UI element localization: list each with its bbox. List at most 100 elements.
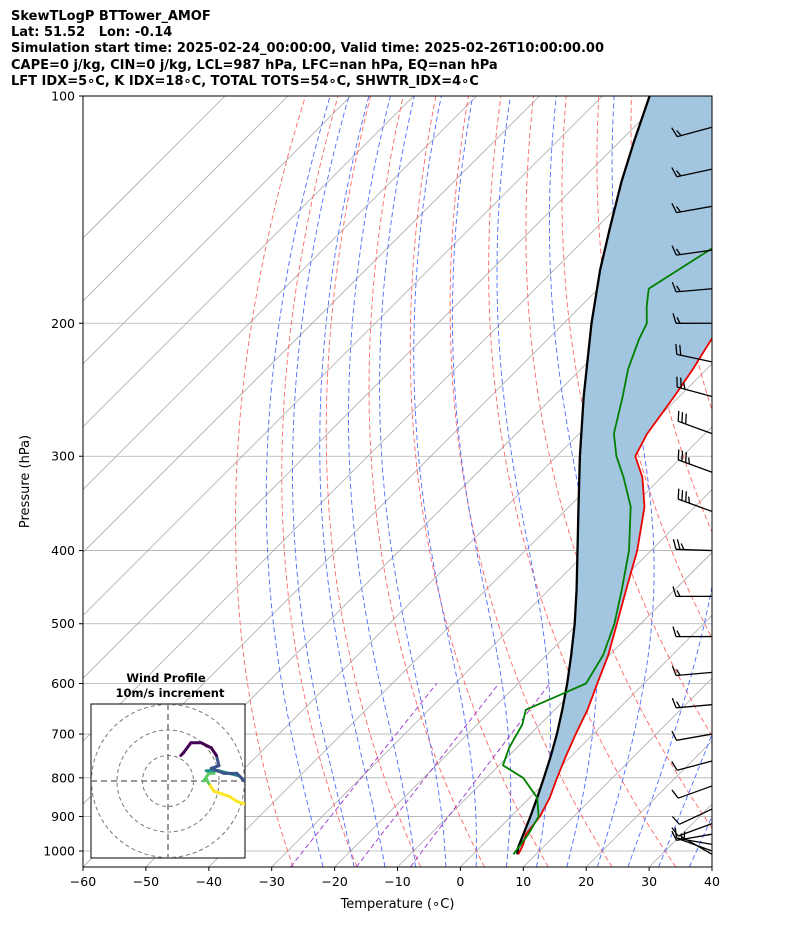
wind-barb-staff [677,386,713,398]
wind-barb-half [675,206,682,213]
wind-barb-full [672,626,677,637]
moist-adiabat-line [265,96,331,867]
wind-barb-staff [676,671,713,677]
wind-barb-full [676,539,681,550]
moist-adiabat-line [658,733,712,867]
wind-barb-full [671,761,678,771]
x-axis-label: Temperature (∘C) [340,897,455,912]
wind-barb-full [681,490,684,501]
wind-barb-full [679,344,682,356]
wind-barb [671,785,713,799]
hodograph-subtitle: 10m/s increment [116,686,225,700]
hodograph-segment [199,741,213,750]
isotherm-line [83,96,352,365]
isotherm-line [83,96,289,302]
wind-barb [672,539,713,552]
hodograph-plot [91,704,245,858]
y-axis-label: Pressure (hPa) [18,435,33,528]
wind-barb-full [671,665,677,676]
wind-barb-staff [677,760,713,771]
moist-adiabat-line [379,96,447,867]
x-tick-label: −40 [196,874,222,889]
wind-barb [671,760,713,771]
wind-barb-staff [676,704,713,709]
wind-barb [675,343,713,363]
moist-adiabat-line [451,96,512,867]
wind-barb-staff [676,168,713,178]
dewpoint-profile-line [502,247,712,855]
x-tick-label: −50 [133,874,159,889]
isotherm-line [83,96,414,428]
x-tick-label: −10 [384,874,410,889]
axis-ticks: −60 −50 −40 −30 −20 −10 0 10 20 30 40 100 200 300 400 5… [43,89,720,890]
wind-barb [671,167,713,178]
wind-barb-full [685,491,687,502]
y-tick-label: 900 [51,809,75,824]
chart-title: SkewTLogP BTTower_AMOF [11,9,211,24]
wind-barb-staff [677,459,713,473]
x-tick-label: 40 [704,874,720,889]
wind-barb [671,281,713,293]
y-tick-label: 800 [51,770,75,785]
isotherm-line [271,426,712,867]
isotherm-line [145,300,712,867]
cape-fill-area [517,96,712,855]
wind-barb [676,376,713,398]
dry-adiabat-line [368,96,485,867]
isotherm-line [334,489,712,867]
isotherm-line [83,111,712,742]
wind-barb [671,245,713,256]
y-tick-label: 1000 [43,844,75,859]
isotherm-line [460,614,712,867]
wind-barb-full [677,410,680,422]
wind-barb-full [671,730,678,741]
dry-adiabat-line [409,96,549,867]
isotherm-line [711,866,712,867]
wind-barb [672,626,713,638]
wind-barb-full [671,816,680,825]
dry-adiabat-line [235,96,306,867]
chart-header: SkewTLogP BTTower_AMOF Lat: 51.52 Lon: -… [11,9,604,90]
wind-barb [671,808,713,825]
wind-barb-half [676,669,681,676]
dry-adiabat-line [663,96,712,412]
y-tick-label: 400 [51,543,75,558]
hodograph-segment [179,751,185,757]
mixing-ratio-line [410,683,551,867]
wind-barb-staff [677,126,713,138]
moist-adiabat-line [496,96,551,867]
wind-barb-full [671,281,677,293]
wind-barb-staff [679,808,713,825]
isotherm-line [83,96,666,679]
x-tick-label: −60 [70,874,96,889]
wind-barb-full [677,488,680,500]
hodograph-segment [214,754,221,768]
wind-barb-staff [677,498,713,513]
x-tick-label: 30 [641,874,657,889]
temperature-profile-line [517,337,712,855]
wind-barb-half [675,248,681,255]
stability-indices: LFT IDX=5∘C, K IDX=18∘C, TOTAL TOTS=54∘C… [11,73,479,89]
wind-barb [671,830,713,842]
dry-adiabat-line [281,96,358,867]
wind-barb-full [675,343,678,355]
wind-barb-staff [677,785,713,799]
y-tick-label: 700 [51,727,75,742]
wind-barb-half [676,285,681,292]
wind-barb-staff [677,823,713,837]
dry-adiabat-line [488,96,677,867]
location-info: Lat: 51.52 Lon: -0.14 [11,25,173,41]
mixing-ratio-line [290,683,438,867]
wind-barb-full [671,245,677,256]
cape-shaded-region [517,96,712,855]
isotherm-line [83,96,540,554]
wind-barb-half [676,130,682,136]
hodograph-segment [202,771,211,783]
wind-barb [671,203,713,214]
wind-barb-full [685,452,687,463]
wind-barb-full [671,789,679,799]
wind-barb-half [688,496,691,504]
y-tick-label: 300 [51,449,75,464]
